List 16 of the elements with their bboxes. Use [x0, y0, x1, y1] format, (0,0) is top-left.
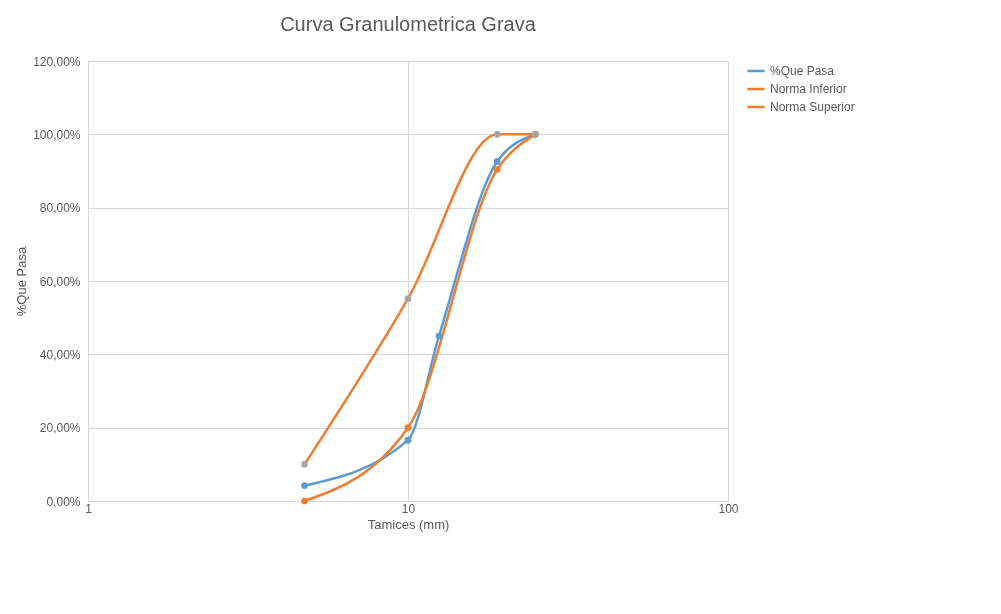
x-axis-title: Tamices (mm): [367, 516, 450, 532]
y-tick-label: 120,00%: [33, 54, 81, 69]
y-tick-label: 40,00%: [39, 347, 81, 362]
legend-label: %Que Pasa: [770, 64, 835, 78]
y-tick-label: 0,00%: [46, 494, 81, 509]
y-tick-label: 20,00%: [39, 421, 81, 436]
chart-title: Curva Granulometrica Grava: [280, 13, 537, 35]
legend-label: Norma Superior: [770, 100, 855, 114]
legend-label: Norma Inferior: [770, 82, 847, 96]
y-tick-label: 80,00%: [39, 201, 81, 216]
x-tick-label: 1: [85, 501, 93, 516]
y-tick-label: 100,00%: [33, 127, 81, 142]
y-axis-title: %Que Pasa: [14, 246, 30, 317]
x-tick-label: 10: [401, 501, 416, 516]
x-tick-label: 100: [718, 501, 739, 516]
y-tick-label: 60,00%: [39, 274, 81, 289]
